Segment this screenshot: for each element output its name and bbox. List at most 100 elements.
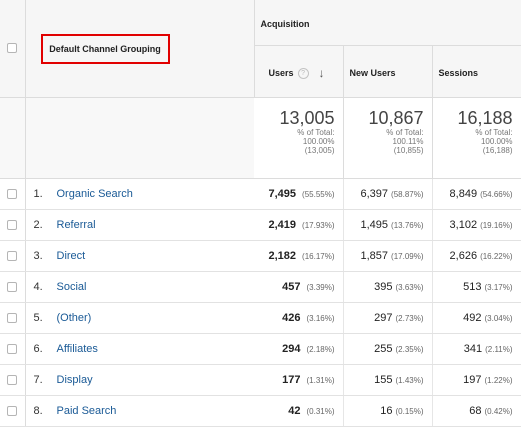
table-row: 5. (Other) 426 (3.16%) 297 (2.73%) 492 (3.04… — [0, 302, 521, 334]
new-users-value: 1,495 — [360, 219, 389, 231]
sessions-value: 8,849 — [449, 188, 478, 200]
table-row: 2. Referral 2,419 (17.93%) 1,495 (13.76%) 3… — [0, 209, 521, 241]
sessions-value: 341 — [463, 343, 483, 355]
sessions-percent: (1.22%) — [484, 376, 513, 385]
sessions-percent: (0.42%) — [484, 407, 513, 416]
new-users-value: 1,857 — [360, 250, 389, 262]
users-percent: (16.17%) — [302, 252, 335, 261]
new-users-header-label: New Users — [349, 67, 396, 78]
row-index: 6. — [33, 343, 43, 355]
new-users-value: 255 — [374, 343, 393, 355]
new-users-value: 395 — [374, 281, 393, 293]
table-row: 4. Social 457 (3.39%) 395 (3.63%) 513 (3.17%… — [0, 271, 521, 303]
acquisition-label: Acquisition — [260, 18, 310, 29]
sessions-percent: (2.11%) — [485, 345, 513, 354]
row-checkbox[interactable] — [7, 251, 17, 262]
row-index: 4. — [33, 281, 43, 293]
new-users-value: 297 — [374, 312, 393, 324]
users-percent: (2.18%) — [306, 345, 335, 354]
sessions-value: 513 — [463, 281, 482, 293]
dimension-header-label: Default Channel Grouping — [49, 44, 161, 54]
row-checkbox[interactable] — [7, 282, 17, 293]
users-percent: (55.55%) — [302, 190, 335, 199]
new-users-total: 10,867 % of Total: 100.11% (10,855) — [343, 97, 433, 179]
sessions-percent: (54.66%) — [480, 190, 513, 199]
table-row: 3. Direct 2,182 (16.17%) 1,857 (17.09%) 2,6… — [0, 240, 521, 272]
users-percent: (17.93%) — [302, 221, 335, 230]
table-row: 7. Display 177 (1.31%) 155 (1.43%) 197 (1.22… — [0, 364, 521, 396]
totals-row: 13,005 % of Total: 100.00% (13,005) 10,8… — [0, 97, 521, 179]
users-header-label: Users — [268, 67, 294, 78]
new-users-percent: (17.09%) — [391, 252, 424, 261]
sessions-percent: (3.04%) — [484, 314, 513, 323]
row-index: 1. — [33, 188, 43, 200]
users-value: 457 — [282, 281, 301, 293]
row-index: 8. — [33, 405, 43, 417]
channel-link[interactable]: (Other) — [56, 312, 92, 324]
users-percent: (1.31%) — [306, 376, 335, 385]
users-percent: (0.31%) — [306, 407, 335, 416]
sessions-percent: (3.17%) — [484, 283, 513, 292]
sessions-percent: (16.22%) — [480, 252, 513, 261]
new-users-percent: (2.35%) — [395, 345, 424, 354]
channel-link[interactable]: Referral — [56, 219, 96, 231]
row-index: 7. — [33, 374, 43, 386]
channel-link[interactable]: Direct — [56, 250, 86, 262]
sessions-value: 2,626 — [449, 250, 478, 262]
sessions-value: 492 — [463, 312, 482, 324]
users-total: 13,005 % of Total: 100.00% (13,005) — [254, 97, 344, 179]
channel-link[interactable]: Social — [56, 281, 87, 293]
users-value: 426 — [282, 312, 301, 324]
sessions-header-label: Sessions — [438, 67, 479, 78]
channel-link[interactable]: Paid Search — [56, 405, 117, 417]
new-users-percent: (2.73%) — [395, 314, 424, 323]
new-users-percent: (1.43%) — [395, 376, 424, 385]
table-row: 6. Affiliates 294 (2.18%) 255 (2.35%) 341 (2… — [0, 333, 521, 365]
channel-link[interactable]: Organic Search — [56, 188, 133, 200]
sort-descending-icon[interactable]: ↓ — [318, 65, 325, 80]
new-users-value: 16 — [380, 405, 393, 417]
new-users-column-header[interactable]: New Users — [343, 45, 433, 98]
new-users-percent: (13.76%) — [391, 221, 424, 230]
users-percent: (3.39%) — [306, 283, 335, 292]
help-icon[interactable]: ? — [297, 67, 309, 79]
users-value: 2,419 — [268, 219, 297, 231]
new-users-value: 6,397 — [360, 188, 389, 200]
new-users-value: 155 — [374, 374, 393, 386]
row-index: 5. — [33, 312, 43, 324]
dimension-header-highlight: Default Channel Grouping — [40, 34, 170, 64]
sessions-value: 3,102 — [449, 219, 478, 231]
new-users-percent: (3.63%) — [395, 283, 424, 292]
new-users-percent: (0.15%) — [395, 407, 424, 416]
table-row: 1. Organic Search 7,495 (55.55%) 6,397 (58.… — [0, 178, 521, 210]
sessions-percent: (19.16%) — [480, 221, 513, 230]
users-value: 294 — [282, 343, 301, 355]
sessions-value: 197 — [463, 374, 482, 386]
table-row: 8. Paid Search 42 (0.31%) 16 (0.15%) 68 (0.4… — [0, 395, 521, 427]
dimension-header[interactable]: Default Channel Grouping — [25, 0, 255, 98]
row-checkbox[interactable] — [7, 220, 17, 231]
sessions-total: 16,188 % of Total: 100.00% (16,188) — [432, 97, 521, 179]
users-column-header[interactable]: Users? ↓ — [254, 45, 344, 98]
sessions-column-header[interactable]: Sessions — [432, 45, 521, 98]
row-checkbox[interactable] — [7, 189, 17, 200]
acquisition-group-header: Acquisition — [254, 0, 521, 46]
row-checkbox[interactable] — [7, 344, 17, 355]
users-percent: (3.16%) — [306, 314, 335, 323]
users-value: 2,182 — [268, 250, 297, 262]
row-index: 2. — [33, 219, 43, 231]
channel-link[interactable]: Affiliates — [56, 343, 98, 355]
users-value: 7,495 — [268, 188, 297, 200]
select-all-cell — [0, 0, 26, 98]
users-value: 177 — [282, 374, 301, 386]
new-users-percent: (58.87%) — [391, 190, 424, 199]
channel-link[interactable]: Display — [56, 374, 93, 386]
row-checkbox[interactable] — [7, 375, 17, 386]
sessions-value: 68 — [469, 405, 482, 417]
row-checkbox[interactable] — [7, 406, 17, 417]
row-index: 3. — [33, 250, 43, 262]
row-checkbox[interactable] — [7, 313, 17, 324]
select-all-checkbox[interactable] — [7, 42, 17, 53]
users-value: 42 — [288, 405, 301, 417]
